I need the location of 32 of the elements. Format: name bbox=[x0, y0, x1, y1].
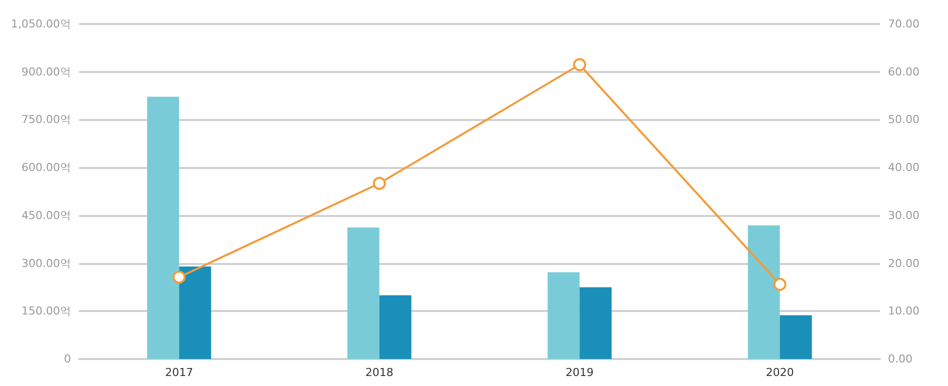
x-tick-label: 2019 bbox=[566, 366, 594, 379]
point bbox=[372, 176, 386, 190]
bar bbox=[548, 272, 580, 359]
point bbox=[573, 58, 586, 72]
bar bbox=[580, 287, 612, 359]
y-tick-label: 150.00억 bbox=[21, 304, 71, 318]
y-tick-label: 750.00억 bbox=[21, 113, 71, 126]
point bbox=[172, 270, 186, 284]
x-tick-label: 2020 bbox=[766, 366, 794, 379]
y-tick-label: 600.00억 bbox=[21, 161, 71, 174]
point bbox=[773, 278, 786, 291]
bar bbox=[780, 315, 812, 359]
bar bbox=[347, 228, 380, 359]
x-tick-label: 2017 bbox=[165, 366, 194, 379]
y-tick-label: 300.00억 bbox=[21, 256, 71, 270]
bar bbox=[748, 225, 780, 359]
y-tick-label: 1,050.00억 bbox=[11, 18, 71, 30]
y2-tick-label: 30.00 bbox=[888, 208, 920, 222]
y2-tick-label: 10.00 bbox=[888, 304, 920, 318]
bar bbox=[179, 266, 212, 359]
x-tick-label: 2018 bbox=[365, 366, 394, 379]
y2-tick-label: 60.00 bbox=[888, 65, 920, 78]
bar bbox=[147, 96, 180, 359]
y-tick-label: 450.00억 bbox=[21, 208, 71, 222]
y2-tick-label: 40.00 bbox=[888, 161, 920, 174]
y2-tick-label: 20.00 bbox=[888, 256, 920, 270]
y2-tick-label: 70.00 bbox=[888, 18, 920, 30]
y-tick-label: 900.00억 bbox=[21, 65, 71, 78]
y2-tick-label: 50.00 bbox=[888, 113, 920, 126]
bar bbox=[379, 295, 412, 359]
y2-tick-label: 0.00 bbox=[888, 352, 912, 366]
y-tick-label: 0 bbox=[64, 352, 71, 366]
